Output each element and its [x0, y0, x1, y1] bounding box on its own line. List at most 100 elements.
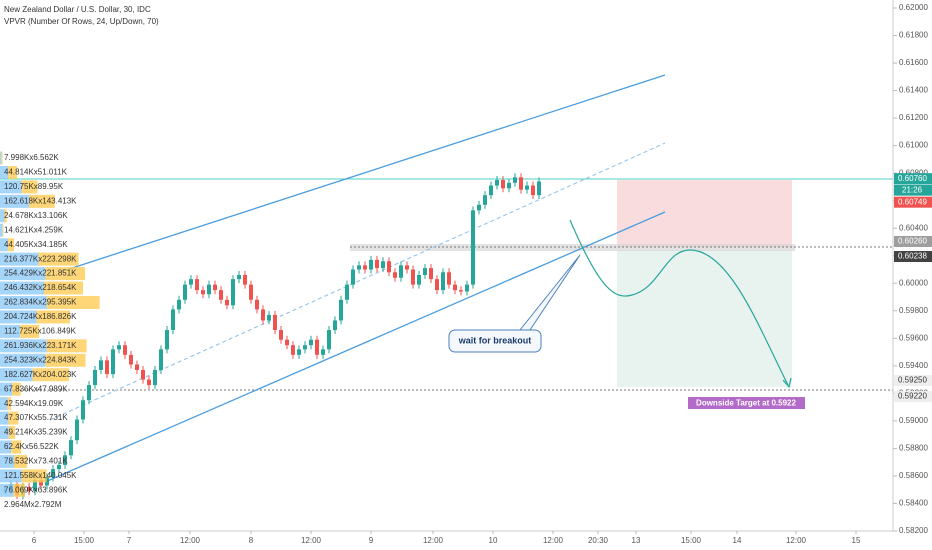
vp-down-bar: [29, 194, 55, 208]
candle: [159, 349, 163, 370]
vp-up-bar: [0, 426, 9, 440]
vp-down-bar: [14, 454, 28, 468]
price-marker-label: 0.60760: [898, 174, 927, 183]
time-tick-label: 6: [32, 536, 37, 545]
price-marker: [894, 374, 932, 386]
vp-up-bar: [0, 339, 47, 353]
time-tick-label: 12:00: [543, 536, 564, 545]
vp-label: 62.4Kx56.522K: [4, 442, 59, 451]
price-tick-label: 0.59800: [899, 306, 928, 315]
price-marker: [894, 196, 932, 208]
price-marker: [894, 173, 932, 185]
time-tick-label: 8: [249, 536, 254, 545]
candle: [327, 330, 331, 350]
candle: [375, 259, 379, 269]
price-tick-label: 0.60400: [899, 223, 928, 232]
candle: [225, 299, 229, 306]
vp-down-bar: [12, 382, 21, 396]
channel-lower: [44, 211, 666, 483]
vp-down-bar: [32, 368, 70, 382]
price-marker: [894, 391, 932, 403]
vp-up-bar: [0, 281, 45, 295]
price-marker-label: 0.59220: [898, 392, 927, 401]
candle: [315, 339, 319, 355]
candle: [453, 284, 457, 291]
vp-label: 261.936Kx223.171K: [4, 341, 77, 350]
price-tick-label: 0.61800: [899, 31, 928, 40]
candle: [39, 480, 43, 486]
vp-label: 246.432Kx218.654K: [4, 283, 77, 292]
candle: [477, 204, 481, 211]
candle: [81, 400, 85, 420]
vp-down-bar: [45, 353, 86, 367]
countdown: 21:26: [902, 185, 923, 194]
callout: wait for breakout: [448, 254, 581, 353]
candle: [87, 385, 91, 401]
candle: [27, 486, 31, 492]
vp-down-bar: [20, 324, 40, 338]
resistance-band: [350, 244, 795, 251]
candle: [429, 268, 433, 280]
plot-area: [0, 74, 893, 483]
candle: [117, 345, 121, 350]
price-marker-label: 0.59250: [898, 376, 927, 385]
vp-down-bar: [8, 165, 18, 179]
price-marker-label: 0.60260: [898, 237, 927, 246]
candle: [495, 180, 499, 186]
time-tick-label: 15:00: [681, 536, 702, 545]
candle: [237, 275, 241, 280]
vp-up-bar: [0, 483, 14, 497]
target-label: Downside Target at 0.5922: [696, 399, 796, 408]
candle: [357, 265, 361, 270]
callout-text: wait for breakout: [458, 335, 532, 345]
vp-down-bar: [38, 252, 79, 266]
vp-up-bar: [0, 454, 15, 468]
vp-label: 24.678Kx13.106K: [4, 211, 68, 220]
candle: [339, 299, 343, 321]
candle: [255, 299, 259, 310]
price-tick-label: 0.58600: [899, 471, 928, 480]
callout-box: [448, 254, 581, 353]
candle: [507, 182, 511, 189]
vp-label: 204.724Kx186.826K: [4, 312, 77, 321]
candle: [303, 345, 307, 350]
time-tick-label: 12:00: [301, 536, 322, 545]
channel-mid: [49, 142, 666, 421]
time-tick-label: 20:30: [588, 536, 609, 545]
candle: [333, 320, 337, 331]
price-tick-label: 0.61200: [899, 113, 928, 122]
vp-down-bar: [46, 339, 87, 353]
candle: [363, 265, 367, 270]
price-tick-label: 0.61600: [899, 58, 928, 67]
vp-down-bar: [1, 151, 3, 165]
price-tick-label: 0.61000: [899, 141, 928, 150]
vp-up-bar: [0, 310, 37, 324]
price-marker: [894, 251, 932, 263]
candle: [501, 180, 505, 189]
vp-label: 112.725Kx106.849K: [4, 327, 77, 336]
vp-up-bar: [0, 324, 21, 338]
vp-label: 14.621Kx4.259K: [4, 225, 64, 234]
vp-up-bar: [0, 238, 8, 252]
vp-down-bar: [45, 267, 86, 281]
vp-down-bar: [21, 180, 38, 194]
price-marker-label: 0.60749: [898, 197, 927, 206]
candle: [33, 480, 37, 492]
vp-label: 262.834Kx295.395K: [4, 298, 77, 307]
candle: [489, 185, 493, 196]
candle: [105, 360, 109, 375]
vp-up-bar: [0, 223, 3, 237]
vp-down-bar: [46, 296, 100, 309]
vp-down-bar: [7, 238, 15, 252]
candle: [279, 330, 283, 340]
vp-down-bar: [8, 411, 19, 425]
candle: [129, 354, 133, 365]
price-tick-label: 0.59000: [899, 416, 928, 425]
candles: [3, 173, 541, 500]
candle: [513, 177, 517, 183]
vp-label: 44.405Kx34.185K: [4, 240, 68, 249]
time-tick-label: 12:00: [180, 536, 201, 545]
candle: [411, 269, 415, 285]
vp-down-bar: [21, 469, 47, 483]
candle: [393, 272, 397, 278]
